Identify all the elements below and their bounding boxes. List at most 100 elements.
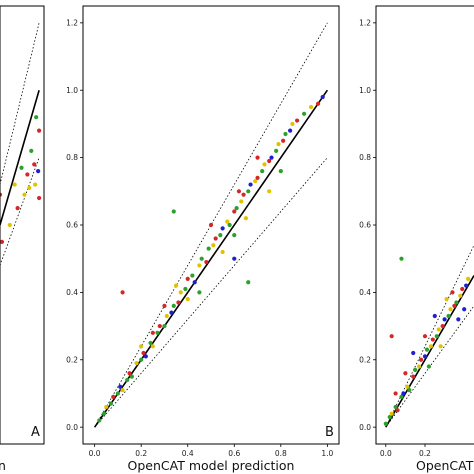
panel-b-point — [260, 168, 265, 174]
panel-b-point — [190, 273, 195, 278]
panel-c-point — [399, 394, 404, 399]
panel-b-point — [320, 94, 325, 100]
panel-b-point — [234, 206, 239, 211]
panel-c-xlabel: OpenCAT — [416, 458, 474, 473]
panel-c-point — [436, 327, 441, 332]
panel-b-ytick-label: 1.0 — [66, 86, 78, 95]
panel-b-point — [288, 128, 293, 133]
panel-b-point — [315, 101, 321, 106]
panel-a-point — [19, 165, 24, 170]
panel-c-point — [403, 371, 408, 376]
panel-c-point — [434, 334, 439, 339]
panel-b-point — [225, 219, 230, 224]
panel-c-xtick-label: 0.2 — [419, 449, 431, 458]
panel-b-point — [248, 182, 253, 187]
panel-b-point — [104, 404, 109, 410]
panel-a-point — [25, 172, 30, 177]
panel-a-lines — [0, 22, 40, 266]
panel-b-point — [97, 418, 102, 423]
panel-a-point — [33, 182, 38, 187]
panel-b-point — [267, 158, 272, 164]
panel-c-point — [440, 323, 445, 329]
panel-a: A n — [0, 5, 45, 473]
panel-b-point — [164, 313, 169, 319]
panel-b-point — [185, 276, 190, 282]
panel-b-point — [255, 175, 260, 180]
panel-b-point — [281, 138, 286, 143]
panel-c-points — [383, 256, 471, 426]
panel-c-point — [417, 364, 422, 369]
panel-c-point — [418, 357, 424, 362]
panel-c-point — [389, 334, 394, 339]
panel-b-yticks: 0.0 0.2 0.4 0.6 0.8 1.0 1.2 — [66, 18, 83, 432]
panel-b-point — [274, 148, 279, 153]
panel-b-point — [162, 303, 167, 308]
panel-c-lines — [385, 245, 474, 428]
panel-b-xtick-label: 0.0 — [89, 449, 101, 458]
panel-c-point — [446, 313, 451, 319]
panel-b-ytick-label: 0.8 — [66, 153, 78, 162]
panel-b-point — [185, 297, 190, 302]
panel-b-frame — [82, 5, 340, 445]
panel-c-point — [424, 347, 430, 352]
panel-c-point — [444, 297, 449, 302]
panel-c-point — [422, 354, 428, 359]
panel-c-identity-line — [385, 275, 474, 428]
panel-c-point — [393, 391, 398, 396]
panel-b-point — [278, 168, 283, 174]
panel-b-xtick-label: 0.8 — [275, 449, 287, 458]
panel-b-point — [192, 280, 197, 285]
panel-b-point — [139, 357, 144, 362]
panel-c-xtick-label: 0.0 — [380, 449, 392, 458]
panel-c-point — [432, 313, 437, 319]
panel-c-point — [387, 414, 392, 420]
panel-b-bound-line-2 — [94, 157, 328, 428]
panel-c-ytick-label: 0.6 — [359, 221, 371, 230]
panel-a-point — [37, 128, 42, 133]
panel-b-point — [120, 290, 125, 295]
panel-c-point — [452, 303, 457, 308]
panel-b-point — [204, 259, 209, 265]
panel-a-point — [27, 185, 32, 191]
panel-b-point — [127, 371, 132, 376]
panel-c-point — [413, 367, 418, 372]
panel-b-point — [134, 361, 139, 366]
panel-b-xtick-label: 0.6 — [228, 449, 240, 458]
panel-b-ytick-label: 0.4 — [66, 288, 78, 297]
panel-b: 0.0 0.2 0.4 0.6 0.8 1.0 1.2 0.0 0.2 0.4 0.6 0.8 1.0… — [66, 5, 340, 473]
panel-b-point — [148, 340, 153, 346]
panel-c-point — [422, 334, 428, 339]
panel-b-point — [232, 233, 237, 238]
panel-b-point — [227, 222, 232, 228]
panel-b-point — [171, 209, 176, 214]
panel-c-point — [411, 374, 416, 379]
panel-c-point — [426, 364, 432, 369]
panel-b-point — [308, 104, 314, 110]
panel-b-point — [269, 155, 274, 160]
panel-b-point — [232, 256, 237, 261]
panel-a-point — [34, 115, 39, 120]
panel-b-point — [246, 280, 251, 285]
panel-b-point — [290, 121, 295, 127]
panel-b-point — [276, 142, 281, 147]
panel-b-points — [97, 94, 325, 423]
panel-b-point — [125, 377, 130, 383]
panel-a-point — [32, 162, 37, 167]
panel-c-point — [389, 411, 394, 416]
panel-c-point — [430, 337, 435, 342]
panel-c-frame — [375, 5, 474, 445]
panel-b-point — [129, 374, 134, 379]
panel-b-bound-line-0 — [94, 22, 328, 428]
panel-b-point — [143, 354, 148, 359]
panel-b-ytick-label: 0.0 — [66, 423, 78, 432]
panel-c-point — [399, 256, 404, 261]
panel-b-point — [220, 226, 225, 231]
panel-b-point — [141, 350, 146, 356]
panel-a-point — [36, 168, 41, 174]
panel-b-point — [101, 411, 107, 416]
panel-c-yticks: 0.0 0.2 0.4 0.6 0.8 1.0 1.2 — [359, 18, 376, 432]
panel-c-ytick-label: 0.4 — [359, 288, 371, 297]
panel-b-point — [173, 283, 179, 288]
panel-a-point — [37, 195, 42, 201]
